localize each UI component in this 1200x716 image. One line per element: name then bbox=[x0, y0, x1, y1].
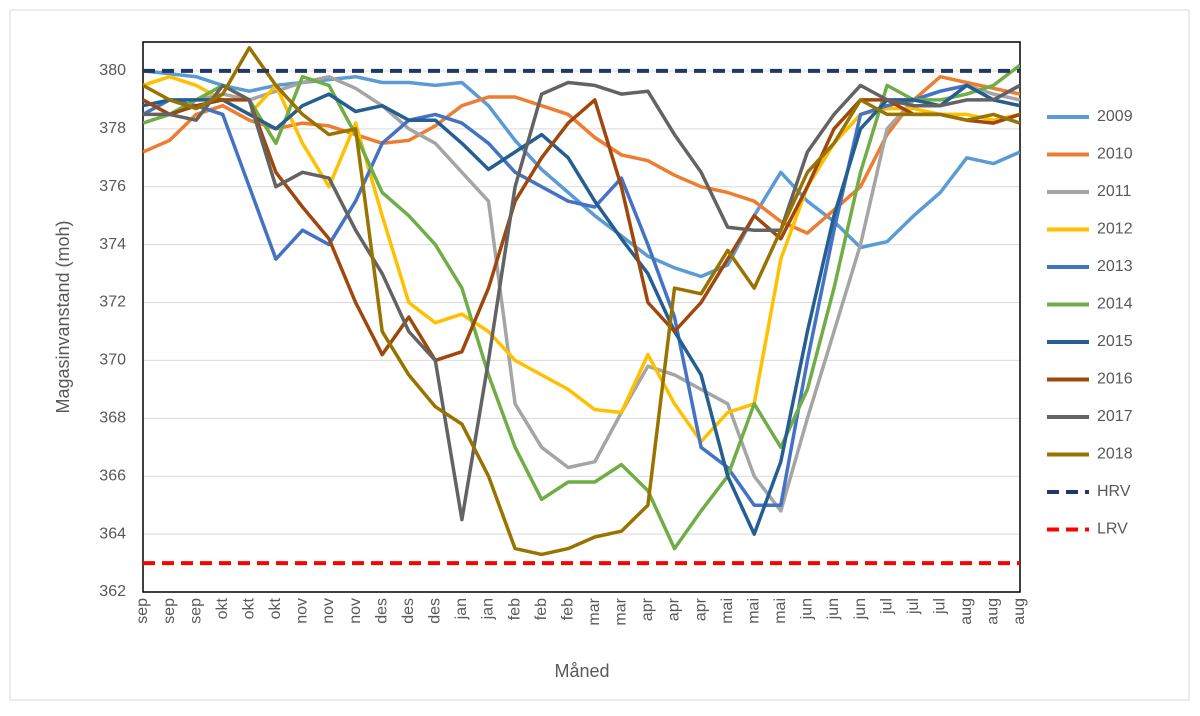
y-tick-label: 370 bbox=[99, 352, 126, 369]
x-tick-label: nov bbox=[294, 598, 311, 624]
x-tick-label: okt bbox=[241, 597, 258, 619]
legend-label: 2010 bbox=[1097, 146, 1133, 163]
x-tick-label: des bbox=[427, 598, 444, 624]
series-line bbox=[143, 63, 1020, 551]
x-tick-label: mai bbox=[745, 598, 762, 624]
x-tick-label: jul bbox=[931, 598, 948, 615]
y-tick-label: 364 bbox=[99, 525, 126, 542]
x-tick-label: aug bbox=[1011, 598, 1028, 625]
x-tick-label: jul bbox=[878, 598, 895, 615]
x-tick-label: apr bbox=[639, 597, 656, 621]
x-tick-label: jun bbox=[825, 598, 842, 620]
x-tick-label: aug bbox=[985, 598, 1002, 625]
legend-label: 2014 bbox=[1097, 296, 1133, 313]
y-tick-label: 378 bbox=[99, 120, 126, 137]
x-tick-label: des bbox=[400, 598, 417, 624]
x-tick-label: des bbox=[373, 598, 390, 624]
x-tick-label: jun bbox=[852, 598, 869, 620]
series-line bbox=[143, 83, 1020, 536]
y-axis-title: Magasinvanstand (moh) bbox=[53, 220, 73, 413]
x-tick-label: sep bbox=[187, 598, 204, 624]
x-tick-label: sep bbox=[161, 598, 178, 624]
legend-label: LRV bbox=[1097, 521, 1128, 538]
legend-label: HRV bbox=[1097, 483, 1131, 500]
x-tick-label: apr bbox=[692, 597, 709, 621]
y-tick-label: 380 bbox=[99, 62, 126, 79]
x-tick-label: nov bbox=[320, 598, 337, 624]
x-tick-label: sep bbox=[134, 598, 151, 624]
x-tick-label: jan bbox=[480, 598, 497, 620]
x-tick-label: mai bbox=[719, 598, 736, 624]
y-tick-label: 376 bbox=[99, 178, 126, 195]
y-tick-label: 366 bbox=[99, 467, 126, 484]
legend-label: 2013 bbox=[1097, 258, 1133, 275]
x-tick-label: mar bbox=[613, 597, 630, 625]
x-tick-label: mai bbox=[772, 598, 789, 624]
x-tick-label: mar bbox=[586, 597, 603, 625]
plot-lines bbox=[143, 46, 1020, 566]
y-tick-label: 368 bbox=[99, 410, 126, 427]
x-tick-label: jun bbox=[799, 598, 816, 620]
x-tick-label: feb bbox=[506, 598, 523, 620]
y-tick-label: 362 bbox=[99, 583, 126, 600]
x-tick-label: apr bbox=[666, 597, 683, 621]
legend-label: 2017 bbox=[1097, 408, 1133, 425]
legend-label: 2016 bbox=[1097, 371, 1133, 388]
x-tick-label: aug bbox=[958, 598, 975, 625]
x-tick-label: jul bbox=[905, 598, 922, 615]
x-tick-label: feb bbox=[559, 598, 576, 620]
plot-border bbox=[142, 41, 1021, 593]
series-line bbox=[143, 46, 1020, 557]
series-line bbox=[143, 80, 1020, 522]
series-line bbox=[143, 74, 1020, 513]
x-tick-label: feb bbox=[533, 598, 550, 620]
x-tick-label: okt bbox=[214, 597, 231, 619]
legend-label: 2015 bbox=[1097, 333, 1133, 350]
legend-label: 2009 bbox=[1097, 108, 1133, 125]
y-tick-label: 374 bbox=[99, 236, 126, 253]
chart-frame bbox=[9, 9, 1190, 701]
series-line bbox=[143, 83, 1020, 507]
x-tick-label: nov bbox=[347, 598, 364, 624]
legend-label: 2012 bbox=[1097, 221, 1133, 238]
x-axis-title: Måned bbox=[554, 661, 609, 681]
series-line bbox=[143, 98, 1020, 363]
x-tick-label: jan bbox=[453, 598, 470, 620]
series-line bbox=[143, 74, 1020, 235]
legend-label: 2018 bbox=[1097, 446, 1133, 463]
legend-label: 2011 bbox=[1097, 183, 1132, 200]
y-tick-label: 372 bbox=[99, 294, 126, 311]
x-tick-label: okt bbox=[267, 597, 284, 619]
